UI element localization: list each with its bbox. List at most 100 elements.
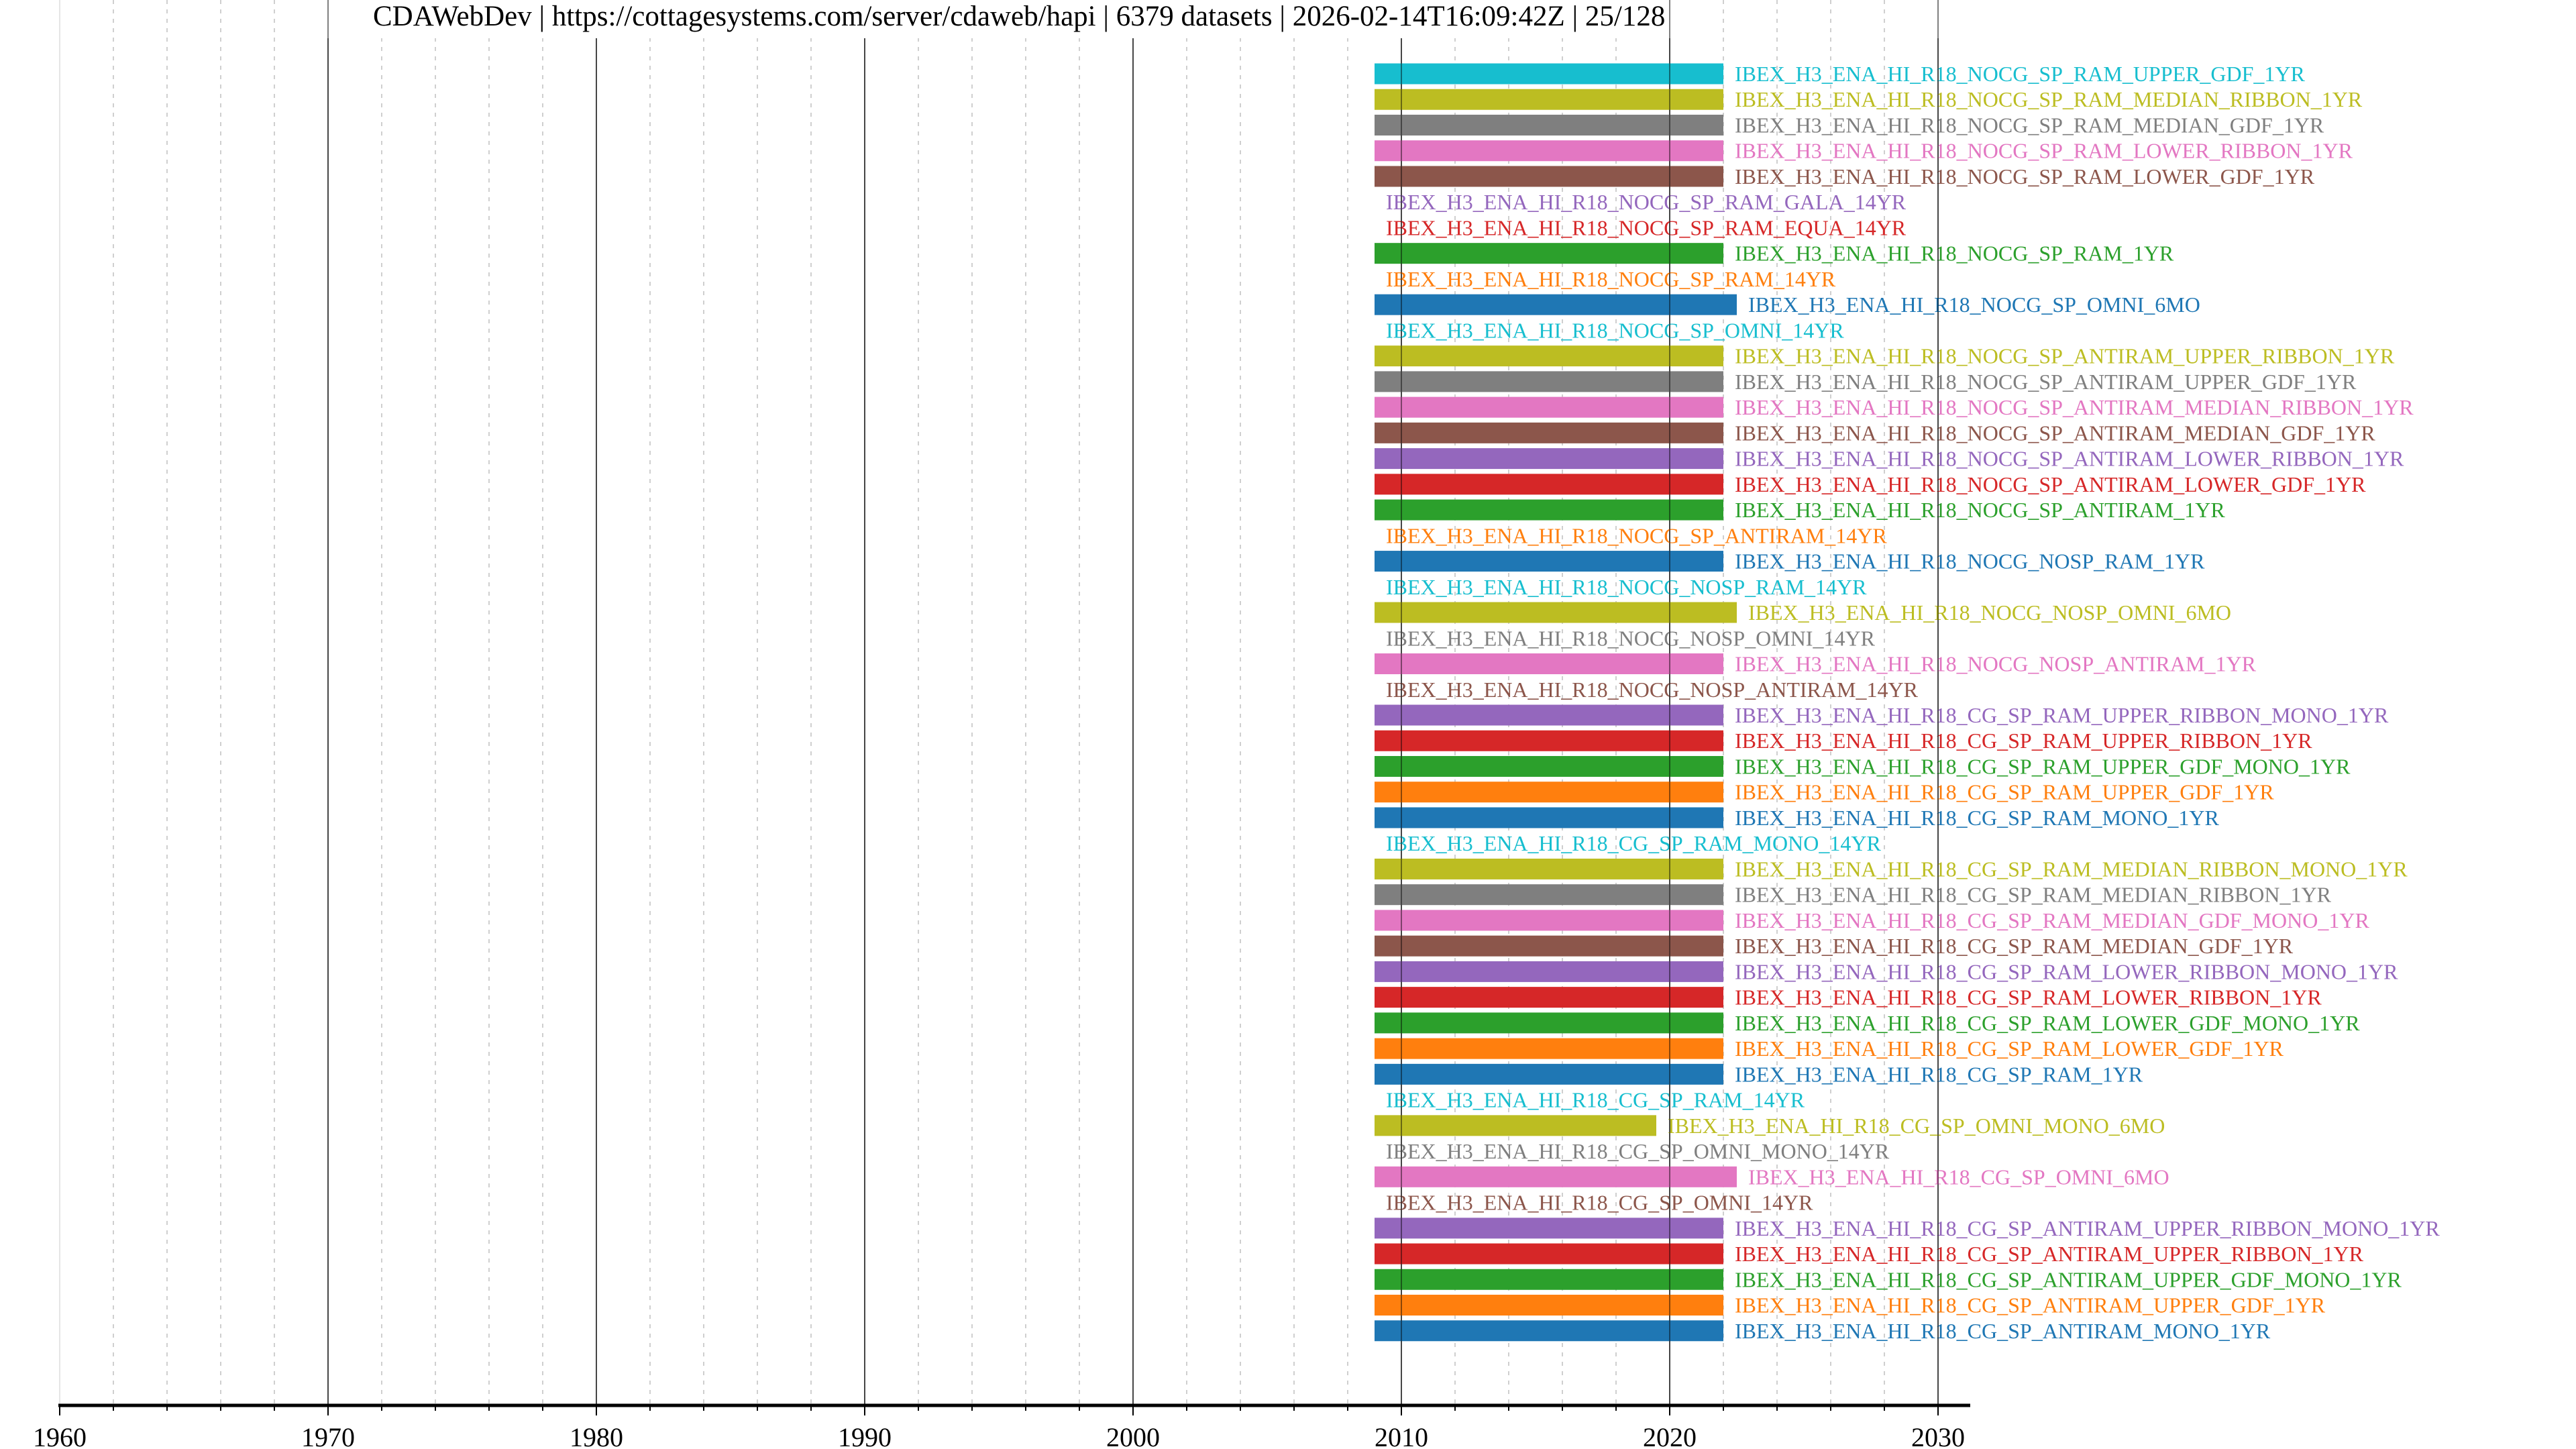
dataset-label[interactable]: IBEX_H3_ENA_HI_R18_CG_SP_ANTIRAM_MONO_1Y… bbox=[1735, 1319, 2271, 1343]
dataset-row: IBEX_H3_ENA_HI_R18_CG_SP_RAM_MEDIAN_RIBB… bbox=[1375, 857, 2408, 881]
dataset-row: IBEX_H3_ENA_HI_R18_CG_SP_ANTIRAM_UPPER_G… bbox=[1375, 1293, 2326, 1318]
availability-bar[interactable] bbox=[1375, 166, 1723, 187]
dataset-label[interactable]: IBEX_H3_ENA_HI_R18_NOCG_SP_ANTIRAM_LOWER… bbox=[1735, 447, 2404, 471]
availability-bar[interactable] bbox=[1375, 1218, 1723, 1239]
dataset-label[interactable]: IBEX_H3_ENA_HI_R18_CG_SP_RAM_MEDIAN_RIBB… bbox=[1735, 883, 2332, 907]
dataset-label[interactable]: IBEX_H3_ENA_HI_R18_CG_SP_RAM_MONO_14YR bbox=[1386, 831, 1881, 855]
availability-bar[interactable] bbox=[1375, 961, 1723, 982]
availability-bar[interactable] bbox=[1375, 499, 1723, 521]
dataset-label[interactable]: IBEX_H3_ENA_HI_R18_CG_SP_RAM_LOWER_GDF_M… bbox=[1735, 1011, 2360, 1035]
availability-bar[interactable] bbox=[1375, 140, 1723, 162]
dataset-label[interactable]: IBEX_H3_ENA_HI_R18_NOCG_SP_ANTIRAM_UPPER… bbox=[1735, 344, 2395, 368]
availability-bar[interactable] bbox=[1375, 114, 1723, 136]
dataset-label[interactable]: IBEX_H3_ENA_HI_R18_CG_SP_RAM_UPPER_GDF_M… bbox=[1735, 754, 2351, 778]
dataset-label[interactable]: IBEX_H3_ENA_HI_R18_CG_SP_ANTIRAM_UPPER_R… bbox=[1735, 1216, 2440, 1240]
availability-bar[interactable] bbox=[1375, 1063, 1723, 1085]
dataset-row: IBEX_H3_ENA_HI_R18_NOCG_SP_RAM_UPPER_GDF… bbox=[1375, 62, 2306, 86]
dataset-label[interactable]: IBEX_H3_ENA_HI_R18_CG_SP_OMNI_MONO_14YR bbox=[1386, 1139, 1890, 1163]
dataset-label[interactable]: IBEX_H3_ENA_HI_R18_CG_SP_RAM_1YR bbox=[1735, 1062, 2143, 1086]
availability-bar[interactable] bbox=[1375, 884, 1723, 906]
dataset-label[interactable]: IBEX_H3_ENA_HI_R18_NOCG_NOSP_RAM_14YR bbox=[1386, 575, 1867, 599]
dataset-label[interactable]: IBEX_H3_ENA_HI_R18_NOCG_SP_RAM_LOWER_RIB… bbox=[1735, 139, 2353, 163]
dataset-label[interactable]: IBEX_H3_ENA_HI_R18_NOCG_SP_ANTIRAM_UPPER… bbox=[1735, 370, 2357, 394]
dataset-label[interactable]: IBEX_H3_ENA_HI_R18_NOCG_SP_ANTIRAM_14YR bbox=[1386, 523, 1887, 547]
dataset-label[interactable]: IBEX_H3_ENA_HI_R18_NOCG_SP_ANTIRAM_MEDIA… bbox=[1735, 395, 2414, 419]
dataset-row: IBEX_H3_ENA_HI_R18_NOCG_SP_RAM_EQUA_14YR bbox=[1386, 215, 1907, 239]
dataset-label[interactable]: IBEX_H3_ENA_HI_R18_NOCG_SP_ANTIRAM_1YR bbox=[1735, 498, 2225, 522]
availability-bar[interactable] bbox=[1375, 474, 1723, 495]
availability-bar[interactable] bbox=[1375, 755, 1723, 777]
availability-bar[interactable] bbox=[1375, 1269, 1723, 1290]
availability-bar[interactable] bbox=[1375, 653, 1723, 675]
dataset-label[interactable]: IBEX_H3_ENA_HI_R18_CG_SP_RAM_MEDIAN_GDF_… bbox=[1735, 934, 2294, 958]
dataset-label[interactable]: IBEX_H3_ENA_HI_R18_NOCG_SP_RAM_GALA_14YR bbox=[1386, 190, 1907, 214]
dataset-row: IBEX_H3_ENA_HI_R18_CG_SP_RAM_1YR bbox=[1375, 1062, 2143, 1086]
availability-bar[interactable] bbox=[1375, 1166, 1737, 1187]
availability-bar[interactable] bbox=[1375, 1115, 1656, 1136]
dataset-label[interactable]: IBEX_H3_ENA_HI_R18_CG_SP_RAM_UPPER_RIBBO… bbox=[1735, 703, 2389, 727]
dataset-label[interactable]: IBEX_H3_ENA_HI_R18_NOCG_NOSP_OMNI_6MO bbox=[1748, 600, 2231, 625]
dataset-label[interactable]: IBEX_H3_ENA_HI_R18_NOCG_NOSP_RAM_1YR bbox=[1735, 549, 2205, 574]
dataset-label[interactable]: IBEX_H3_ENA_HI_R18_NOCG_SP_RAM_MEDIAN_GD… bbox=[1735, 113, 2324, 137]
availability-bar[interactable] bbox=[1375, 448, 1723, 470]
dataset-label[interactable]: IBEX_H3_ENA_HI_R18_CG_SP_RAM_LOWER_RIBBO… bbox=[1735, 985, 2322, 1010]
dataset-label[interactable]: IBEX_H3_ENA_HI_R18_CG_SP_RAM_MONO_1YR bbox=[1735, 806, 2219, 830]
dataset-label[interactable]: IBEX_H3_ENA_HI_R18_CG_SP_OMNI_14YR bbox=[1386, 1191, 1813, 1215]
dataset-label[interactable]: IBEX_H3_ENA_HI_R18_CG_SP_ANTIRAM_UPPER_G… bbox=[1735, 1267, 2402, 1291]
dataset-label[interactable]: IBEX_H3_ENA_HI_R18_CG_SP_RAM_14YR bbox=[1386, 1088, 1805, 1112]
availability-bar[interactable] bbox=[1375, 422, 1723, 443]
availability-bar[interactable] bbox=[1375, 294, 1737, 315]
dataset-label[interactable]: IBEX_H3_ENA_HI_R18_CG_SP_RAM_UPPER_GDF_1… bbox=[1735, 780, 2274, 804]
dataset-label[interactable]: IBEX_H3_ENA_HI_R18_CG_SP_RAM_LOWER_GDF_1… bbox=[1735, 1036, 2284, 1061]
availability-bar[interactable] bbox=[1375, 858, 1723, 879]
dataset-label[interactable]: IBEX_H3_ENA_HI_R18_NOCG_NOSP_ANTIRAM_14Y… bbox=[1386, 678, 1919, 702]
dataset-label[interactable]: IBEX_H3_ENA_HI_R18_NOCG_SP_RAM_LOWER_GDF… bbox=[1735, 164, 2315, 189]
dataset-label[interactable]: IBEX_H3_ENA_HI_R18_NOCG_SP_RAM_EQUA_14YR bbox=[1386, 215, 1907, 239]
dataset-label[interactable]: IBEX_H3_ENA_HI_R18_NOCG_SP_OMNI_14YR bbox=[1386, 318, 1844, 342]
availability-bar[interactable] bbox=[1375, 345, 1723, 367]
availability-bar[interactable] bbox=[1375, 396, 1723, 418]
availability-bar[interactable] bbox=[1375, 1038, 1723, 1059]
dataset-row: IBEX_H3_ENA_HI_R18_NOCG_NOSP_RAM_14YR bbox=[1386, 575, 1867, 599]
dataset-label[interactable]: IBEX_H3_ENA_HI_R18_NOCG_NOSP_ANTIRAM_1YR bbox=[1735, 652, 2257, 676]
dataset-label[interactable]: IBEX_H3_ENA_HI_R18_NOCG_NOSP_OMNI_14YR bbox=[1386, 626, 1876, 650]
availability-bar[interactable] bbox=[1375, 730, 1723, 751]
dataset-label[interactable]: IBEX_H3_ENA_HI_R18_CG_SP_OMNI_6MO bbox=[1748, 1165, 2169, 1189]
dataset-label[interactable]: IBEX_H3_ENA_HI_R18_NOCG_SP_RAM_1YR bbox=[1735, 241, 2174, 266]
dataset-row: IBEX_H3_ENA_HI_R18_CG_SP_RAM_MEDIAN_RIBB… bbox=[1375, 883, 2332, 907]
dataset-label[interactable]: IBEX_H3_ENA_HI_R18_CG_SP_RAM_UPPER_RIBBO… bbox=[1735, 729, 2312, 753]
dataset-label[interactable]: IBEX_H3_ENA_HI_R18_NOCG_SP_RAM_MEDIAN_RI… bbox=[1735, 87, 2363, 111]
dataset-label[interactable]: IBEX_H3_ENA_HI_R18_CG_SP_RAM_MEDIAN_RIBB… bbox=[1735, 857, 2408, 881]
dataset-label[interactable]: IBEX_H3_ENA_HI_R18_NOCG_SP_ANTIRAM_LOWER… bbox=[1735, 472, 2366, 496]
dataset-row: IBEX_H3_ENA_HI_R18_NOCG_SP_ANTIRAM_UPPER… bbox=[1375, 370, 2357, 394]
dataset-label[interactable]: IBEX_H3_ENA_HI_R18_CG_SP_RAM_LOWER_RIBBO… bbox=[1735, 959, 2398, 983]
availability-bar[interactable] bbox=[1375, 89, 1723, 110]
dataset-label[interactable]: IBEX_H3_ENA_HI_R18_CG_SP_ANTIRAM_UPPER_G… bbox=[1735, 1293, 2326, 1318]
availability-bar[interactable] bbox=[1375, 602, 1737, 623]
availability-bar[interactable] bbox=[1375, 243, 1723, 264]
availability-bar[interactable] bbox=[1375, 551, 1723, 572]
availability-bar[interactable] bbox=[1375, 987, 1723, 1008]
availability-bar[interactable] bbox=[1375, 1320, 1723, 1342]
availability-bar[interactable] bbox=[1375, 63, 1723, 85]
dataset-label[interactable]: IBEX_H3_ENA_HI_R18_NOCG_SP_RAM_UPPER_GDF… bbox=[1735, 62, 2306, 86]
dataset-row: IBEX_H3_ENA_HI_R18_NOCG_SP_ANTIRAM_LOWER… bbox=[1375, 447, 2404, 471]
dataset-label[interactable]: IBEX_H3_ENA_HI_R18_NOCG_SP_RAM_14YR bbox=[1386, 267, 1836, 291]
availability-bar[interactable] bbox=[1375, 371, 1723, 392]
availability-bar[interactable] bbox=[1375, 935, 1723, 957]
availability-bar[interactable] bbox=[1375, 910, 1723, 931]
availability-bar[interactable] bbox=[1375, 807, 1723, 828]
dataset-row: IBEX_H3_ENA_HI_R18_CG_SP_ANTIRAM_MONO_1Y… bbox=[1375, 1319, 2271, 1343]
availability-bar[interactable] bbox=[1375, 782, 1723, 803]
dataset-label[interactable]: IBEX_H3_ENA_HI_R18_NOCG_SP_ANTIRAM_MEDIA… bbox=[1735, 421, 2375, 445]
availability-bar[interactable] bbox=[1375, 1012, 1723, 1034]
availability-bar[interactable] bbox=[1375, 1243, 1723, 1265]
dataset-row: IBEX_H3_ENA_HI_R18_NOCG_SP_RAM_GALA_14YR bbox=[1386, 190, 1907, 214]
availability-bar[interactable] bbox=[1375, 1295, 1723, 1316]
dataset-label[interactable]: IBEX_H3_ENA_HI_R18_CG_SP_RAM_MEDIAN_GDF_… bbox=[1735, 908, 2369, 932]
dataset-label[interactable]: IBEX_H3_ENA_HI_R18_CG_SP_OMNI_MONO_6MO bbox=[1668, 1114, 2165, 1138]
dataset-label[interactable]: IBEX_H3_ENA_HI_R18_NOCG_SP_OMNI_6MO bbox=[1748, 292, 2200, 317]
dataset-label[interactable]: IBEX_H3_ENA_HI_R18_CG_SP_ANTIRAM_UPPER_R… bbox=[1735, 1242, 2364, 1266]
availability-bar[interactable] bbox=[1375, 704, 1723, 726]
